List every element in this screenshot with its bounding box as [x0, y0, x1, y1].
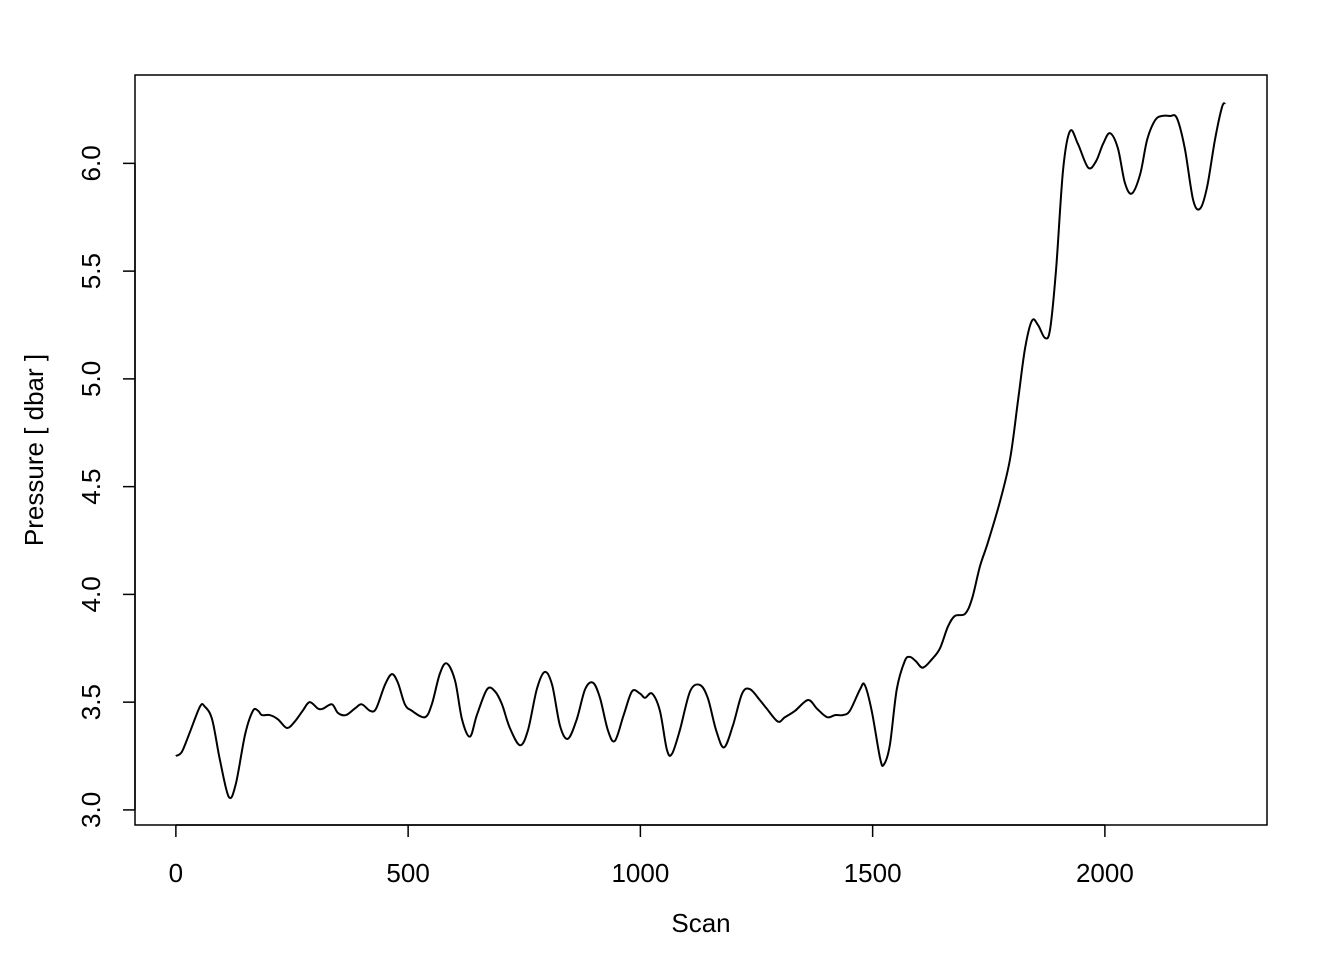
- y-axis-label: Pressure [ dbar ]: [19, 354, 49, 546]
- x-tick-label: 1000: [611, 858, 669, 888]
- y-tick-label: 3.5: [76, 684, 106, 720]
- x-tick-label: 0: [169, 858, 183, 888]
- plot-frame: [134, 74, 1268, 826]
- x-axis: 0 500 1000 1500 2000: [169, 824, 1134, 888]
- y-tick-label: 5.5: [76, 253, 106, 289]
- x-tick-label: 500: [386, 858, 429, 888]
- y-axis: 3.0 3.5 4.0 4.5 5.0 5.5 6.0: [76, 145, 136, 828]
- x-axis-label: Scan: [671, 908, 730, 938]
- y-tick-label: 4.5: [76, 469, 106, 505]
- x-tick-label: 1500: [844, 858, 902, 888]
- x-tick-label: 2000: [1076, 858, 1134, 888]
- y-tick-label: 6.0: [76, 145, 106, 181]
- y-tick-label: 4.0: [76, 576, 106, 612]
- y-tick-label: 3.0: [76, 792, 106, 828]
- series-line: [175, 102, 1226, 800]
- y-tick-label: 5.0: [76, 361, 106, 397]
